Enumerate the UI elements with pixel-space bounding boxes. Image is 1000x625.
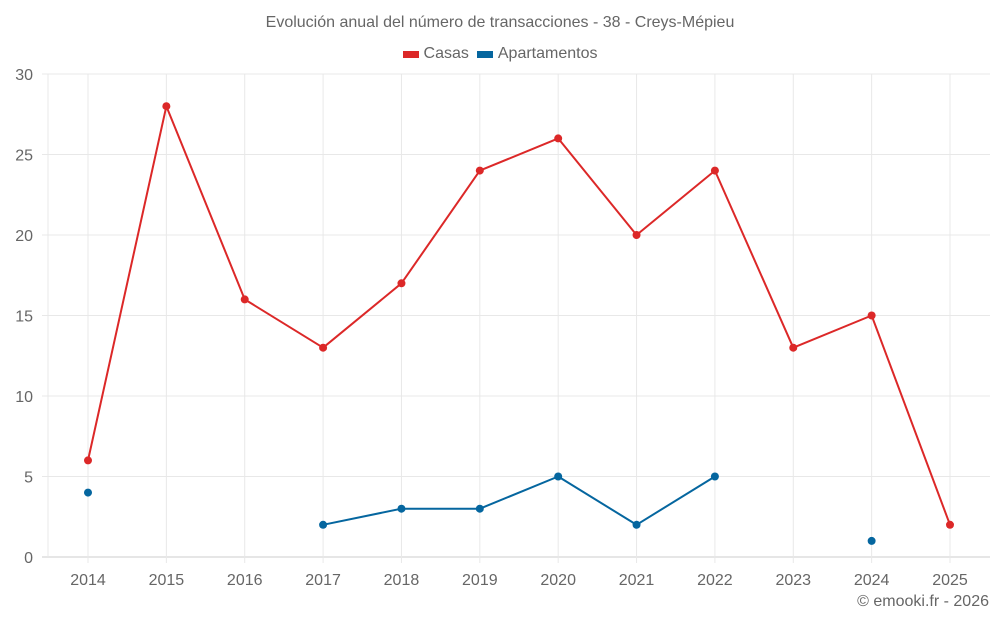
data-point [789,343,798,352]
x-tick-label: 2014 [70,572,106,589]
series-casas [84,102,954,529]
data-point [84,456,92,465]
x-tick-label: 2015 [149,572,185,589]
series-lines [84,102,954,545]
x-tick-label: 2019 [462,572,498,589]
x-tick-label: 2021 [619,572,655,589]
chart-legend: Casas Apartamentos [0,45,1000,63]
series-line [87,105,951,526]
data-point [240,295,249,304]
y-tick-label: 20 [15,228,33,245]
x-tick-label: 2017 [305,572,341,589]
data-point [162,102,171,111]
data-point [710,166,719,175]
x-tick-label: 2024 [854,572,890,589]
data-point [632,520,641,529]
credit-text: © emooki.fr - 2026 [857,593,989,610]
legend-item-casas[interactable]: Casas [402,45,469,63]
y-tick-label: 30 [15,67,33,84]
y-tick-label: 0 [24,550,33,567]
data-point [84,488,92,497]
x-tick-label: 2020 [540,572,576,589]
x-tick-label: 2025 [932,572,968,589]
data-point [397,504,406,513]
legend-swatch-apartamentos-icon [476,50,493,58]
legend-label-casas: Casas [423,45,469,62]
chart-title: Evolución anual del número de transaccio… [265,14,735,31]
data-point [319,343,328,352]
data-point [475,166,484,175]
data-point [397,279,406,288]
legend-item-apartamentos[interactable]: Apartamentos [476,45,598,63]
grid-lines [42,73,990,563]
y-tick-label: 15 [15,309,33,326]
y-tick-label: 25 [15,148,33,165]
x-tick-label: 2018 [384,572,420,589]
data-point [554,472,563,481]
x-tick-label: 2023 [775,572,811,589]
series-apartamentos [84,472,876,545]
data-point [867,311,876,320]
x-tick-label: 2022 [697,572,733,589]
data-point [319,520,328,529]
data-point [710,472,719,481]
data-point [867,536,876,545]
series-line [322,475,716,526]
legend-swatch-casas-icon [402,50,419,58]
data-point [632,231,641,239]
legend-label-apartamentos: Apartamentos [497,45,598,62]
x-axis: 2014 2015 2016 2017 2018 2019 2020 2021 2022 2023… [70,572,968,589]
data-point [554,134,563,143]
y-axis: 0 5 10 15 20 25 30 [15,67,33,567]
y-tick-label: 10 [15,389,33,406]
y-tick-label: 5 [24,470,33,487]
data-point [475,504,484,513]
data-point [946,520,954,529]
x-tick-label: 2016 [227,572,263,589]
